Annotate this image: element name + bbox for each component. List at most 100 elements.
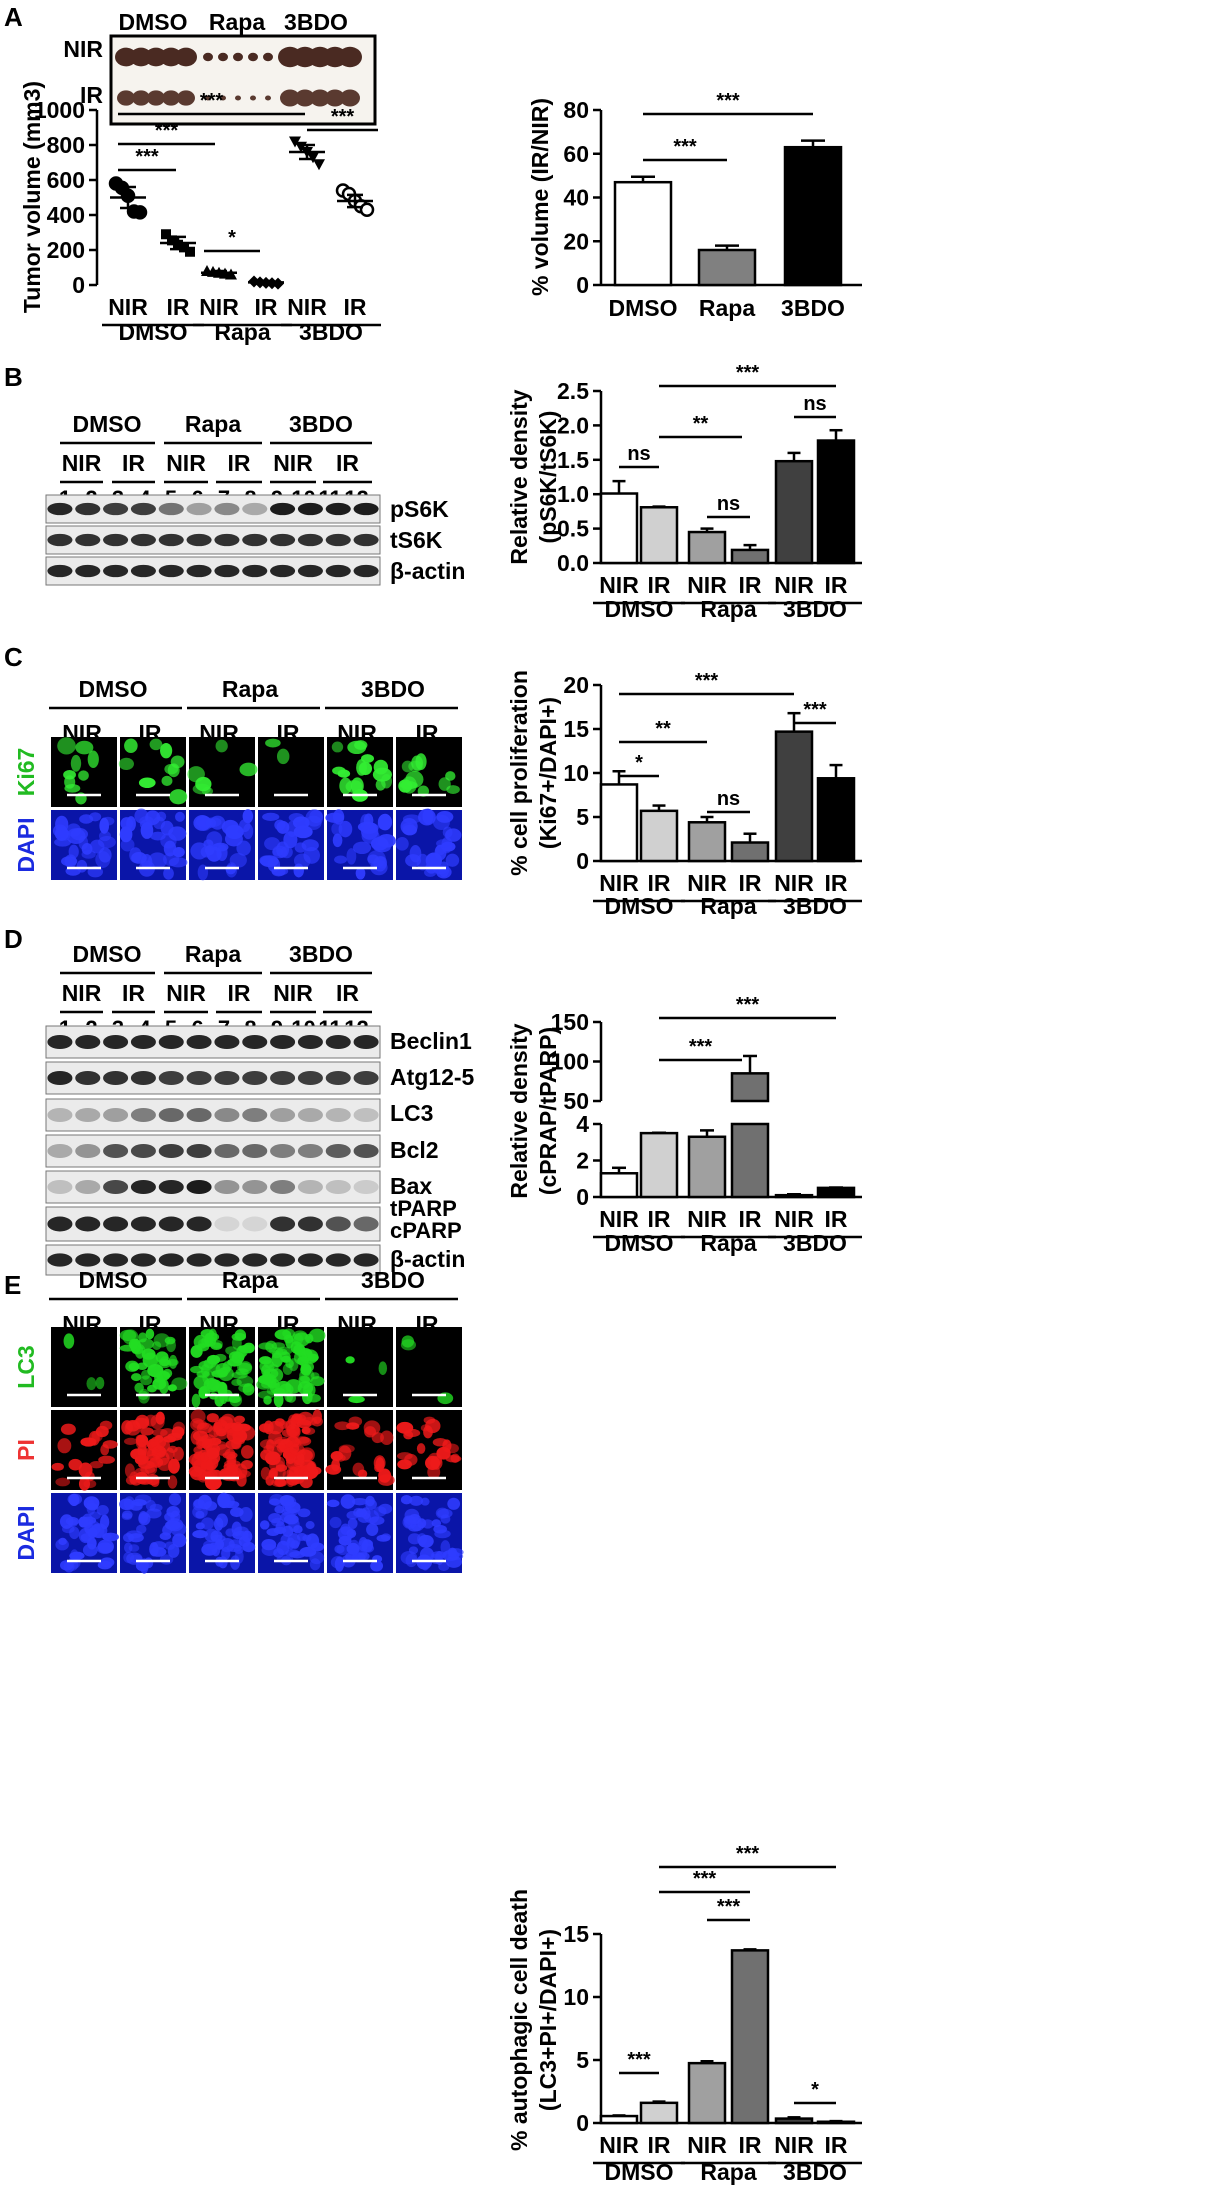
image-background: [258, 737, 324, 807]
x-tick-label: NIR: [687, 572, 727, 598]
lc3-image: [327, 1327, 393, 1407]
bar: [730, 1949, 770, 2125]
image-spot: [135, 1434, 146, 1444]
blot-band: [214, 1070, 240, 1086]
x-tick-label: NIR: [774, 2132, 814, 2158]
significance-label: ns: [717, 788, 740, 810]
data-point: [185, 246, 195, 257]
image-spot: [155, 1351, 169, 1363]
blot-band: [325, 1143, 351, 1159]
blot-band: [75, 1253, 101, 1267]
blot-band: [130, 502, 156, 516]
image-spot: [102, 1532, 119, 1542]
label: 3BDO: [289, 411, 353, 437]
image-spot: [231, 1422, 244, 1432]
image-spot: [138, 1510, 149, 1524]
label: NIR: [166, 980, 206, 1006]
group-label: Rapa: [214, 319, 270, 345]
y-tick-label: 40: [563, 185, 589, 211]
image-spot: [203, 1500, 218, 1511]
blot-border: [45, 1061, 381, 1095]
image-spot: [152, 1428, 168, 1437]
blot-band: [214, 533, 240, 547]
image-spot: [378, 1361, 388, 1376]
blot-band: [75, 1179, 101, 1195]
image-spot: [70, 754, 82, 772]
blot-band: [130, 1179, 156, 1195]
image-spot: [96, 1504, 109, 1516]
blot-band: [242, 1070, 268, 1086]
blot-border: [45, 556, 381, 586]
band-label: Beclin1: [390, 1028, 472, 1054]
image-spot: [378, 1468, 392, 1483]
blot-band: [186, 1253, 212, 1267]
lc3-image: [256, 1327, 326, 1408]
image-spot: [336, 1544, 349, 1556]
tumor: [233, 52, 243, 62]
image-spot: [102, 1440, 118, 1449]
blot-row: [45, 556, 381, 586]
blot-border: [45, 1025, 381, 1059]
dapi-image: [395, 808, 462, 880]
image-spot: [347, 1518, 358, 1529]
bar: [639, 809, 679, 863]
y-tick-label: 15: [563, 1921, 589, 1947]
x-tick-label: IR: [739, 870, 762, 896]
image-spot: [161, 775, 173, 786]
blot-band: [47, 502, 73, 516]
image-spot: [226, 1544, 242, 1552]
image-spot: [273, 1526, 287, 1534]
image-spot: [373, 1506, 387, 1517]
image-spot: [291, 1333, 304, 1346]
label: IR: [122, 450, 145, 476]
image-spot: [436, 1446, 451, 1460]
image-spot: [311, 1416, 323, 1427]
image-spot: [137, 1338, 155, 1350]
x-tick-label: IR: [648, 870, 671, 896]
blot-band: [270, 502, 296, 516]
image-spot: [276, 1442, 286, 1453]
blot-band: [130, 1107, 156, 1123]
dapi-image: [396, 1493, 464, 1573]
image-spot: [225, 1346, 238, 1355]
image-spot: [55, 1477, 71, 1487]
image-spot: [282, 1363, 293, 1375]
blot-band: [297, 1034, 323, 1050]
image-spot: [225, 1528, 235, 1537]
y-tick-label: 0.5: [557, 516, 589, 542]
image-spot: [142, 1352, 158, 1368]
image-spot: [367, 854, 379, 864]
data-point: [161, 229, 171, 240]
image-spot: [293, 863, 304, 878]
image-spot: [331, 741, 344, 753]
blot-band: [130, 564, 156, 578]
blot-background: [46, 557, 380, 585]
row-label: LC3: [13, 1345, 39, 1388]
tumor: [338, 46, 362, 68]
image-spot: [429, 1553, 443, 1565]
image-spot: [129, 1471, 139, 1485]
significance-label: ***: [695, 670, 719, 692]
blot-band: [47, 1143, 73, 1159]
blot-band: [242, 1107, 268, 1123]
image-spot: [271, 1352, 283, 1368]
image-spot: [346, 848, 357, 865]
band-label: tS6K: [390, 527, 443, 553]
row-label: PI: [13, 1439, 39, 1461]
blot-band: [242, 1253, 268, 1267]
y-axis-label: % volume (IR/NIR): [527, 98, 553, 296]
blot-border: [45, 1206, 381, 1242]
label: Rapa: [222, 676, 278, 702]
blot-background: [46, 1026, 380, 1058]
image-spot: [438, 861, 450, 878]
image-spot: [298, 1375, 310, 1384]
significance-label: ***: [803, 699, 827, 721]
image-spot: [331, 822, 343, 836]
label: Rapa: [185, 941, 241, 967]
blot-band: [103, 1253, 129, 1267]
image-spot: [201, 786, 214, 796]
image-spot: [423, 1425, 433, 1439]
image-spot: [337, 769, 351, 778]
bar: [599, 2114, 639, 2125]
blot-band: [297, 1179, 323, 1195]
